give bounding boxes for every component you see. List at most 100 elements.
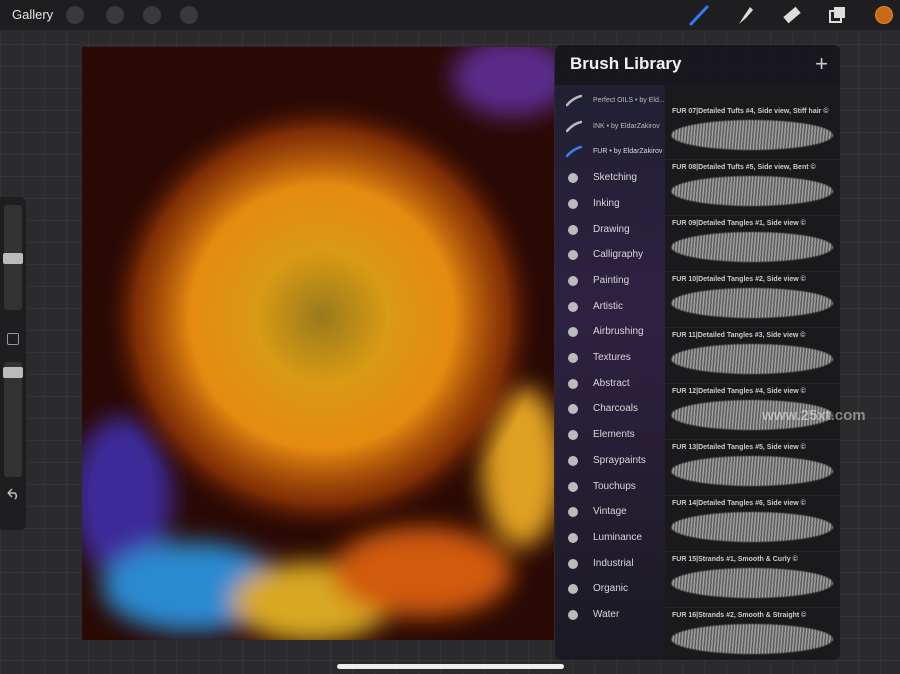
brush-name: FUR 14|Detailed Tangles #6, Side view © (672, 500, 806, 507)
brush-item[interactable]: FUR 16|Strands #2, Smooth & Straight © (665, 609, 840, 660)
brush-item[interactable]: FUR 11|Detailed Tangles #3, Side view © (665, 329, 840, 384)
left-sidebar (0, 197, 26, 530)
category-label: Vintage (593, 506, 627, 518)
category-icon (568, 430, 578, 441)
category-item[interactable]: Painting (555, 268, 665, 293)
category-label: Drawing (593, 223, 630, 235)
category-icon (568, 173, 578, 184)
selection-button[interactable] (143, 6, 161, 24)
category-icon (568, 455, 578, 466)
brush-name: FUR 08|Detailed Tufts #5, Side view, Ben… (672, 164, 816, 171)
category-label: Industrial (593, 557, 634, 569)
category-item[interactable]: Airbrushing (555, 319, 665, 344)
category-icon (568, 224, 578, 235)
brush-stroke-preview (671, 456, 833, 486)
brush-name: FUR 10|Detailed Tangles #2, Side view © (672, 276, 806, 283)
category-icon (568, 584, 578, 595)
category-label: Spraypaints (593, 454, 646, 466)
home-indicator (337, 664, 564, 669)
category-item[interactable]: Abstract (555, 371, 665, 396)
category-item[interactable]: Perfect OILS • by Eld... (555, 88, 665, 113)
category-item[interactable]: Spraypaints (555, 448, 665, 473)
category-item[interactable]: Industrial (555, 551, 665, 576)
brush-stroke-preview (671, 568, 833, 598)
category-icon (568, 378, 578, 389)
brush-name: FUR 11|Detailed Tangles #3, Side view © (672, 332, 806, 339)
category-item[interactable]: FUR • by EldarZakirov (555, 139, 665, 164)
category-item[interactable]: INK • by EldarZakirov (555, 114, 665, 139)
brush-name: FUR 13|Detailed Tangles #5, Side view © (672, 444, 806, 451)
category-item[interactable]: Vintage (555, 499, 665, 524)
opacity-slider[interactable] (4, 362, 22, 477)
modify-button[interactable] (7, 333, 19, 345)
brush-item[interactable]: FUR 15|Strands #1, Smooth & Curly © (665, 553, 840, 608)
category-icon (568, 610, 578, 620)
brush-name: FUR 15|Strands #1, Smooth & Curly © (672, 556, 798, 563)
category-item[interactable]: Organic (555, 576, 665, 601)
category-icon (566, 120, 582, 132)
brush-item[interactable]: FUR 10|Detailed Tangles #2, Side view © (665, 273, 840, 328)
category-label: Organic (593, 583, 629, 595)
smudge-tool[interactable] (734, 4, 756, 26)
category-item[interactable]: Textures (555, 345, 665, 370)
add-brush-button[interactable]: + (815, 51, 828, 76)
category-item[interactable]: Calligraphy (555, 242, 665, 267)
brush-library-panel: Brush Library + Perfect OILS • by Eld...… (555, 45, 840, 660)
brush-name: FUR 12|Detailed Tangles #4, Side view © (672, 388, 806, 395)
category-icon (568, 532, 578, 543)
category-list: Perfect OILS • by Eld... INK • by EldarZa… (555, 85, 665, 660)
category-label: Abstract (593, 377, 630, 389)
category-label: Sketching (593, 172, 637, 184)
eraser-tool[interactable] (780, 4, 802, 26)
brush-item[interactable]: FUR 13|Detailed Tangles #5, Side view © (665, 441, 840, 496)
category-item[interactable]: Drawing (555, 217, 665, 242)
layers-button[interactable] (827, 5, 847, 25)
category-label: INK • by EldarZakirov (593, 122, 660, 130)
undo-button[interactable] (6, 488, 20, 500)
category-label: Calligraphy (593, 249, 644, 261)
watermark: www.25xt.com (762, 407, 866, 424)
adjustments-button[interactable] (106, 6, 124, 24)
category-item[interactable]: Charcoals (555, 396, 665, 421)
category-label: Inking (593, 197, 620, 209)
category-icon (566, 146, 582, 158)
category-item[interactable]: Elements (555, 422, 665, 447)
category-label: Textures (593, 352, 631, 363)
category-label: Airbrushing (593, 326, 644, 338)
transform-button[interactable] (180, 6, 198, 24)
brush-item[interactable]: FUR 08|Detailed Tufts #5, Side view, Ben… (665, 161, 840, 216)
category-item[interactable]: Touchups (555, 474, 665, 499)
brush-item[interactable]: FUR 07|Detailed Tufts #4, Side view, Sti… (665, 105, 840, 160)
brush-stroke-preview (671, 120, 833, 150)
category-label: Artistic (593, 300, 623, 312)
brush-item[interactable]: FUR 14|Detailed Tangles #6, Side view © (665, 497, 840, 552)
category-icon (568, 327, 578, 338)
category-icon (568, 301, 578, 312)
brush-stroke-preview (671, 344, 833, 374)
brush-tool[interactable] (688, 4, 710, 26)
category-icon (568, 198, 578, 209)
category-item[interactable]: Luminance (555, 525, 665, 550)
category-item[interactable]: Water (555, 602, 665, 627)
category-label: Luminance (593, 531, 642, 543)
brush-stroke-preview (671, 232, 833, 262)
category-item[interactable]: Sketching (555, 165, 665, 190)
size-knob[interactable] (3, 253, 23, 264)
category-icon (568, 481, 578, 492)
actions-button[interactable] (66, 6, 84, 24)
category-item[interactable]: Inking (555, 191, 665, 216)
brush-stroke-preview (671, 176, 833, 206)
gallery-button[interactable]: Gallery (12, 7, 54, 22)
category-icon (568, 558, 578, 569)
category-icon (568, 507, 578, 518)
opacity-knob[interactable] (3, 367, 23, 378)
category-icon (568, 275, 578, 286)
category-label: Painting (593, 274, 630, 286)
brush-item[interactable]: FUR 12|Detailed Tangles #4, Side view © (665, 385, 840, 440)
color-button[interactable] (875, 6, 893, 24)
category-label: Elements (593, 429, 635, 441)
category-item[interactable]: Artistic (555, 294, 665, 319)
brush-item[interactable]: FUR 09|Detailed Tangles #1, Side view © (665, 217, 840, 272)
brush-stroke-preview (671, 288, 833, 318)
